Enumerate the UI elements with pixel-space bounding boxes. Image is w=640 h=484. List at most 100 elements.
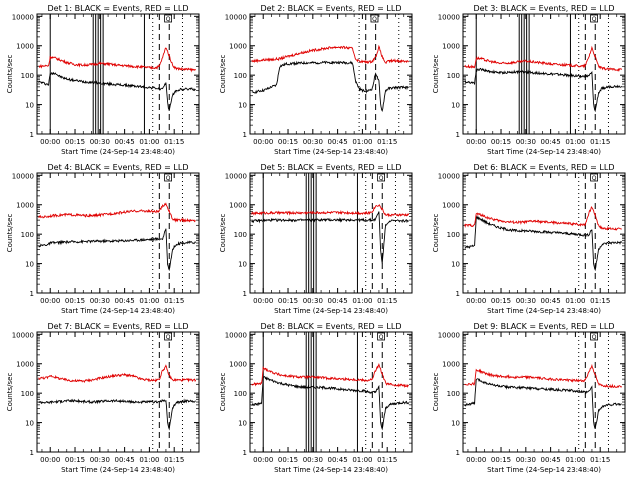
lld-series-line	[464, 45, 623, 72]
x-tick-label: 01:00	[352, 138, 372, 146]
y-tick-label: 100	[21, 231, 34, 239]
y-tick-label: 1000	[442, 43, 460, 51]
x-tick-label: 00:45	[328, 138, 348, 146]
events-series-line	[464, 378, 622, 430]
lld-series-line	[38, 47, 196, 73]
plot-title: Det 9: BLACK = Events, RED = LLD	[474, 322, 615, 331]
flag-label: Q	[592, 16, 597, 23]
x-tick-label: 00:30	[516, 297, 536, 305]
plot-frame	[462, 331, 626, 453]
x-tick-label: 01:15	[164, 138, 184, 146]
plot-title: Det 5: BLACK = Events, RED = LLD	[261, 163, 402, 172]
y-tick-label: 1	[456, 290, 460, 298]
x-tick-label: 00:45	[115, 138, 135, 146]
y-tick-label: 10	[451, 102, 460, 110]
flag-box	[164, 173, 172, 182]
y-tick-label: 1000	[16, 202, 34, 210]
y-tick-label: 1	[30, 290, 34, 298]
y-tick-label: 10	[238, 420, 247, 428]
detector-plot-7: Det 7: BLACK = Events, RED = LLD 1 10 100 10…	[6, 322, 200, 474]
y-tick-label: 10	[25, 102, 34, 110]
plot-frame	[462, 172, 626, 294]
y-tick-label: 1000	[442, 202, 460, 210]
y-tick-label: 1	[456, 131, 460, 139]
x-tick-label: 00:30	[90, 138, 110, 146]
x-tick-label: 00:45	[541, 138, 561, 146]
lld-series-line	[251, 204, 410, 218]
y-tick-label: 10	[25, 420, 34, 428]
flag-label: Q	[166, 334, 171, 341]
y-tick-label: 1000	[16, 43, 34, 51]
flag-label: Q	[379, 175, 384, 182]
lld-series-line	[38, 202, 196, 223]
y-axis-label: Counts/sec	[432, 373, 440, 412]
detector-plot-8: Det 8: BLACK = Events, RED = LLD 1 10 100 10…	[219, 322, 413, 474]
plot-frame	[36, 13, 200, 135]
events-series-line	[38, 228, 197, 272]
plot-title: Det 7: BLACK = Events, RED = LLD	[48, 322, 189, 331]
y-tick-label: 10	[451, 261, 460, 269]
y-tick-label: 10000	[225, 172, 247, 180]
y-tick-label: 10000	[438, 13, 460, 21]
plot-frame	[36, 172, 200, 294]
y-tick-label: 10000	[12, 13, 34, 21]
x-tick-label: 01:00	[139, 297, 159, 305]
y-tick-label: 10	[238, 102, 247, 110]
x-axis-label: Start Time (24-Sep-14 23:48:40)	[61, 307, 175, 315]
events-series-line	[251, 211, 409, 264]
y-axis-label: Counts/sec	[6, 214, 14, 253]
x-tick-label: 01:15	[164, 297, 184, 305]
plot-frame	[249, 13, 413, 135]
events-series-line	[464, 67, 623, 113]
y-tick-label: 10000	[225, 331, 247, 339]
flag-label: Q	[166, 16, 171, 23]
plot-frame	[249, 172, 413, 294]
detector-plot-9: Det 9: BLACK = Events, RED = LLD 1 10 100 10…	[432, 322, 626, 474]
x-tick-label: 00:30	[90, 297, 110, 305]
x-tick-label: 01:15	[377, 138, 397, 146]
x-axis-label: Start Time (24-Sep-14 23:48:40)	[487, 307, 601, 315]
y-tick-label: 1	[243, 290, 247, 298]
y-tick-label: 100	[21, 72, 34, 80]
x-axis-label: Start Time (24-Sep-14 23:48:40)	[274, 307, 388, 315]
y-tick-label: 10000	[12, 331, 34, 339]
x-tick-label: 01:00	[565, 456, 585, 464]
y-tick-label: 100	[234, 390, 247, 398]
x-tick-label: 00:30	[303, 297, 323, 305]
x-tick-label: 00:00	[466, 138, 486, 146]
y-tick-label: 100	[447, 390, 460, 398]
events-series-line	[38, 71, 196, 111]
x-tick-label: 01:15	[590, 297, 610, 305]
flag-label: Q	[372, 16, 377, 23]
x-tick-label: 00:30	[516, 138, 536, 146]
flag-box	[164, 14, 172, 23]
x-tick-label: 00:00	[40, 297, 60, 305]
x-tick-label: 00:45	[541, 297, 561, 305]
y-axis-label: Counts/sec	[432, 214, 440, 253]
y-tick-label: 10	[451, 420, 460, 428]
lld-series-line	[464, 205, 622, 231]
x-tick-label: 01:15	[377, 456, 397, 464]
flag-box	[590, 14, 598, 23]
x-tick-label: 00:15	[491, 138, 511, 146]
y-axis-label: Counts/sec	[6, 373, 14, 412]
flag-box	[370, 14, 379, 23]
y-tick-label: 10	[238, 261, 247, 269]
flag-label: Q	[592, 334, 597, 341]
x-tick-label: 00:45	[115, 297, 135, 305]
plot-title: Det 3: BLACK = Events, RED = LLD	[474, 4, 615, 13]
y-tick-label: 1000	[229, 361, 247, 369]
x-tick-label: 00:30	[90, 456, 110, 464]
y-tick-label: 10000	[438, 172, 460, 180]
x-axis-label: Start Time (24-Sep-14 23:48:40)	[274, 148, 388, 156]
x-axis-label: Start Time (24-Sep-14 23:48:40)	[61, 466, 175, 474]
x-tick-label: 00:00	[40, 138, 60, 146]
y-tick-label: 100	[234, 72, 247, 80]
y-axis-label: Counts/sec	[219, 214, 227, 253]
plot-title: Det 8: BLACK = Events, RED = LLD	[261, 322, 402, 331]
x-tick-label: 00:15	[65, 456, 85, 464]
x-tick-label: 00:00	[466, 456, 486, 464]
events-series-line	[251, 376, 410, 431]
